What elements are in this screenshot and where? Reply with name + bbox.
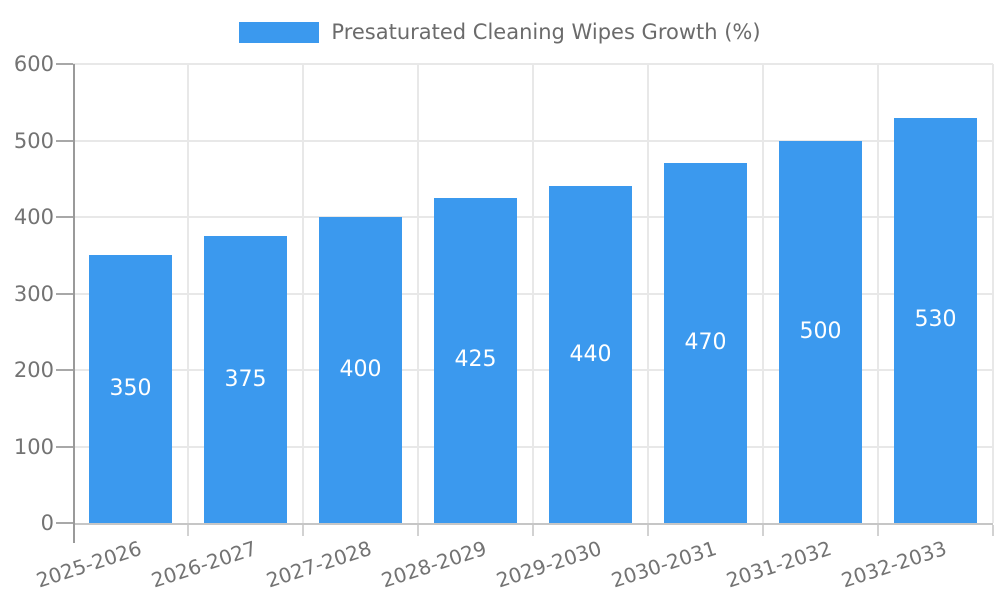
x-tick (532, 525, 534, 536)
x-axis-tick-label: 2029-2030 (493, 536, 605, 593)
bar-value-label: 500 (799, 318, 842, 344)
x-axis-line (73, 523, 993, 525)
x-gridline (762, 64, 764, 523)
bar-value-label: 425 (454, 347, 497, 373)
bar[interactable]: 530 (894, 117, 977, 523)
x-axis-tick-label: 2031-2032 (723, 536, 835, 593)
bar[interactable]: 400 (319, 217, 402, 523)
x-tick (302, 525, 304, 536)
chart-legend[interactable]: Presaturated Cleaning Wipes Growth (%) (0, 19, 1000, 46)
legend-swatch (239, 22, 320, 43)
y-axis-tick-label: 500 (13, 128, 54, 153)
x-axis-tick-label: 2027-2028 (263, 536, 375, 593)
bar-value-label: 375 (224, 366, 267, 392)
x-axis-tick-label: 2026-2027 (148, 536, 260, 593)
x-tick (417, 525, 419, 536)
y-axis-line (73, 64, 75, 543)
bar[interactable]: 350 (89, 255, 172, 523)
y-tick (56, 292, 73, 295)
x-gridline (187, 64, 189, 523)
bar-value-label: 350 (109, 376, 152, 402)
x-gridline (417, 64, 419, 523)
legend-label: Presaturated Cleaning Wipes Growth (%) (331, 20, 761, 44)
bar[interactable]: 375 (204, 236, 287, 523)
y-axis-tick-label: 200 (13, 358, 54, 382)
bar[interactable]: 425 (434, 197, 517, 523)
y-tick (56, 216, 73, 218)
bar[interactable]: 500 (779, 140, 862, 523)
x-gridline (992, 64, 994, 523)
x-tick (992, 525, 994, 536)
x-tick (762, 525, 764, 536)
x-axis-tick-label: 2025-2026 (33, 536, 145, 593)
y-tick (56, 522, 73, 524)
x-tick (647, 525, 649, 536)
x-axis-tick-label: 2028-2029 (378, 536, 490, 593)
x-gridline (302, 64, 304, 523)
x-tick (187, 525, 189, 536)
x-gridline (877, 64, 879, 523)
x-axis-tick-label: 2030-2031 (608, 536, 720, 593)
bar-value-label: 470 (684, 330, 727, 356)
y-axis-tick-label: 0 (40, 511, 54, 535)
y-tick (56, 63, 73, 65)
y-axis-tick-label: 600 (13, 52, 54, 76)
y-axis-tick-label: 100 (13, 434, 54, 459)
bar-value-label: 530 (914, 307, 957, 333)
bar[interactable]: 470 (664, 163, 747, 523)
x-axis-tick-label: 2032-2033 (838, 536, 950, 593)
x-tick (877, 525, 879, 536)
y-tick (56, 369, 73, 371)
y-tick (56, 445, 73, 448)
x-gridline (647, 64, 649, 523)
bar[interactable]: 440 (549, 186, 632, 523)
bar-value-label: 400 (339, 357, 382, 382)
y-axis-tick-label: 400 (13, 205, 54, 229)
y-tick (56, 139, 73, 142)
y-axis-tick-label: 300 (13, 281, 54, 306)
bar-value-label: 440 (569, 341, 612, 367)
x-gridline (532, 64, 534, 523)
